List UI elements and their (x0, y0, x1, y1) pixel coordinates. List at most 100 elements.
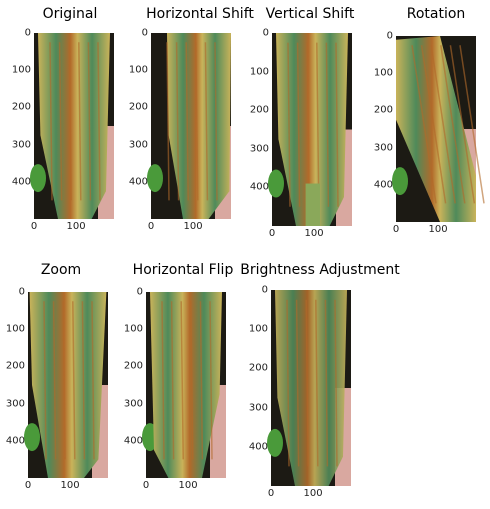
rust-streak (170, 301, 175, 460)
x-tick-label: 100 (428, 224, 448, 235)
x-tick-label: 100 (66, 221, 86, 232)
rust-streak (175, 42, 180, 201)
rust-streak (91, 301, 95, 460)
y-tick-label: 300 (373, 142, 393, 154)
rust-streak (185, 42, 189, 201)
rust-streak (287, 42, 291, 207)
rust-streak (459, 45, 485, 204)
rust-streak (199, 301, 204, 460)
y-tick-label: 400 (128, 176, 148, 188)
x-tick-label: 100 (183, 221, 203, 232)
rust-streak (204, 42, 209, 201)
y-tick-label: 300 (5, 398, 25, 410)
y-tick-label: 400 (248, 441, 268, 453)
y-tick-label: 100 (123, 323, 143, 335)
panel-image-bright (267, 290, 351, 486)
background-leaf (24, 423, 40, 452)
rust-streak (68, 42, 72, 201)
x-tick-label: 100 (178, 480, 198, 491)
panel-title: Horizontal Shift (146, 6, 254, 22)
panel-title: Vertical Shift (265, 6, 355, 22)
panel-title: Original (42, 6, 98, 22)
rust-streak (305, 299, 309, 467)
leaf-image (267, 290, 351, 486)
y-tick-label: 200 (11, 101, 31, 113)
rust-streak (166, 42, 170, 201)
x-tick-label: 0 (268, 228, 276, 239)
background-leaf (392, 167, 408, 196)
y-tick-label: 200 (373, 104, 393, 116)
leaf-blade (150, 292, 222, 478)
rust-streak (286, 299, 290, 467)
rust-streak (324, 299, 329, 467)
rust-streak (449, 45, 476, 204)
x-tick-label: 0 (147, 221, 155, 232)
y-tick-label: 200 (123, 360, 143, 372)
rust-streak (87, 42, 92, 201)
rust-streak (62, 301, 66, 460)
y-tick-label: 300 (249, 143, 269, 155)
y-tick-label: 400 (5, 435, 25, 447)
leaf-blade (275, 290, 347, 486)
rust-streak (335, 42, 339, 207)
rust-streak (295, 299, 300, 467)
rust-streak (58, 42, 63, 201)
x-tick-label: 100 (303, 488, 323, 499)
rust-streak (190, 301, 194, 460)
rust-streak (78, 42, 82, 201)
y-tick-label: 0 (18, 286, 25, 298)
rust-streak (325, 42, 330, 207)
y-tick-label: 400 (249, 181, 269, 193)
leaf-image (392, 36, 485, 222)
rust-streak (81, 301, 86, 460)
background-leaf (268, 169, 284, 198)
y-tick-label: 0 (141, 27, 148, 39)
x-tick-label: 100 (304, 228, 324, 239)
panel-image-rotation (392, 36, 485, 222)
y-tick-label: 400 (11, 176, 31, 188)
y-tick-label: 100 (5, 323, 25, 335)
rust-streak (161, 301, 165, 460)
leaf-image (24, 292, 108, 478)
y-tick-label: 0 (261, 284, 268, 296)
panel-title: Horizontal Flip (132, 262, 234, 278)
y-tick-label: 300 (123, 398, 143, 410)
rust-streak (195, 42, 199, 201)
x-tick-label: 0 (30, 221, 38, 232)
rust-streak (52, 301, 57, 460)
leaf-blade (29, 292, 107, 478)
rust-streak (440, 45, 466, 204)
y-tick-label: 0 (24, 27, 31, 39)
y-tick-label: 300 (248, 402, 268, 414)
background-leaf (147, 164, 163, 193)
rust-streak (49, 42, 53, 201)
x-tick-label: 0 (267, 488, 275, 499)
rust-streak (315, 299, 319, 467)
rust-streak (316, 42, 320, 207)
y-tick-label: 100 (373, 67, 393, 79)
y-tick-label: 0 (386, 30, 393, 42)
rust-streak (306, 42, 310, 207)
leaf-blade (276, 33, 348, 226)
x-tick-label: 0 (142, 480, 150, 491)
background-leaf (267, 428, 283, 457)
y-tick-label: 100 (249, 66, 269, 78)
leaf-image (142, 292, 226, 478)
panel-image-hflip (142, 292, 226, 478)
rust-streak (296, 42, 301, 207)
rust-streak (97, 42, 101, 201)
y-tick-label: 100 (128, 64, 148, 76)
y-tick-label: 300 (11, 139, 31, 151)
rust-streak (420, 45, 447, 204)
y-tick-label: 300 (128, 139, 148, 151)
y-tick-label: 0 (262, 27, 269, 39)
leaf-blade (38, 33, 110, 219)
x-tick-label: 100 (60, 480, 80, 491)
rust-streak (430, 45, 456, 204)
y-tick-label: 200 (128, 101, 148, 113)
panel-title: Brightness Adjustment (240, 262, 400, 278)
rust-streak (214, 42, 218, 201)
rust-streak (72, 301, 76, 460)
panel-title: Rotation (406, 6, 466, 22)
panel-image-hshift (147, 33, 231, 219)
